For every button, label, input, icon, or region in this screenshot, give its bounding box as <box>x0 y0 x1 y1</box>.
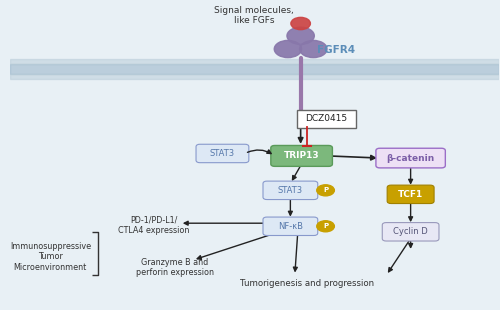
Text: DCZ0415: DCZ0415 <box>306 114 348 123</box>
Bar <box>10 73 498 79</box>
Circle shape <box>317 185 334 196</box>
Bar <box>10 59 498 64</box>
Circle shape <box>287 27 314 44</box>
Text: P: P <box>323 223 328 229</box>
Text: P: P <box>323 187 328 193</box>
Text: STAT3: STAT3 <box>210 149 235 158</box>
FancyBboxPatch shape <box>387 185 434 204</box>
Text: STAT3: STAT3 <box>278 186 303 195</box>
Circle shape <box>317 221 334 232</box>
Text: Immunosuppressive
Tumor
Microenvironment: Immunosuppressive Tumor Microenvironment <box>10 242 91 272</box>
FancyBboxPatch shape <box>196 144 249 163</box>
FancyBboxPatch shape <box>297 109 356 128</box>
Text: TRIP13: TRIP13 <box>284 151 320 160</box>
FancyBboxPatch shape <box>263 181 318 200</box>
Text: Granzyme B and
perforin expression: Granzyme B and perforin expression <box>136 258 214 277</box>
Bar <box>10 64 498 73</box>
Text: Tumorigenesis and progression: Tumorigenesis and progression <box>240 279 374 288</box>
Text: PD-1/PD-L1/
CTLA4 expression: PD-1/PD-L1/ CTLA4 expression <box>118 215 190 235</box>
Circle shape <box>300 40 327 58</box>
FancyBboxPatch shape <box>263 217 318 236</box>
Text: β-catenin: β-catenin <box>386 153 434 162</box>
FancyBboxPatch shape <box>376 148 446 168</box>
Text: TCF1: TCF1 <box>398 190 423 199</box>
FancyBboxPatch shape <box>271 145 332 166</box>
Text: Signal molecules,
like FGFs: Signal molecules, like FGFs <box>214 6 294 25</box>
Text: Cyclin D: Cyclin D <box>393 227 428 236</box>
FancyBboxPatch shape <box>382 223 439 241</box>
Text: FGFR4: FGFR4 <box>317 45 355 55</box>
Circle shape <box>291 17 310 30</box>
Circle shape <box>274 40 301 58</box>
Text: NF-κB: NF-κB <box>278 222 303 231</box>
